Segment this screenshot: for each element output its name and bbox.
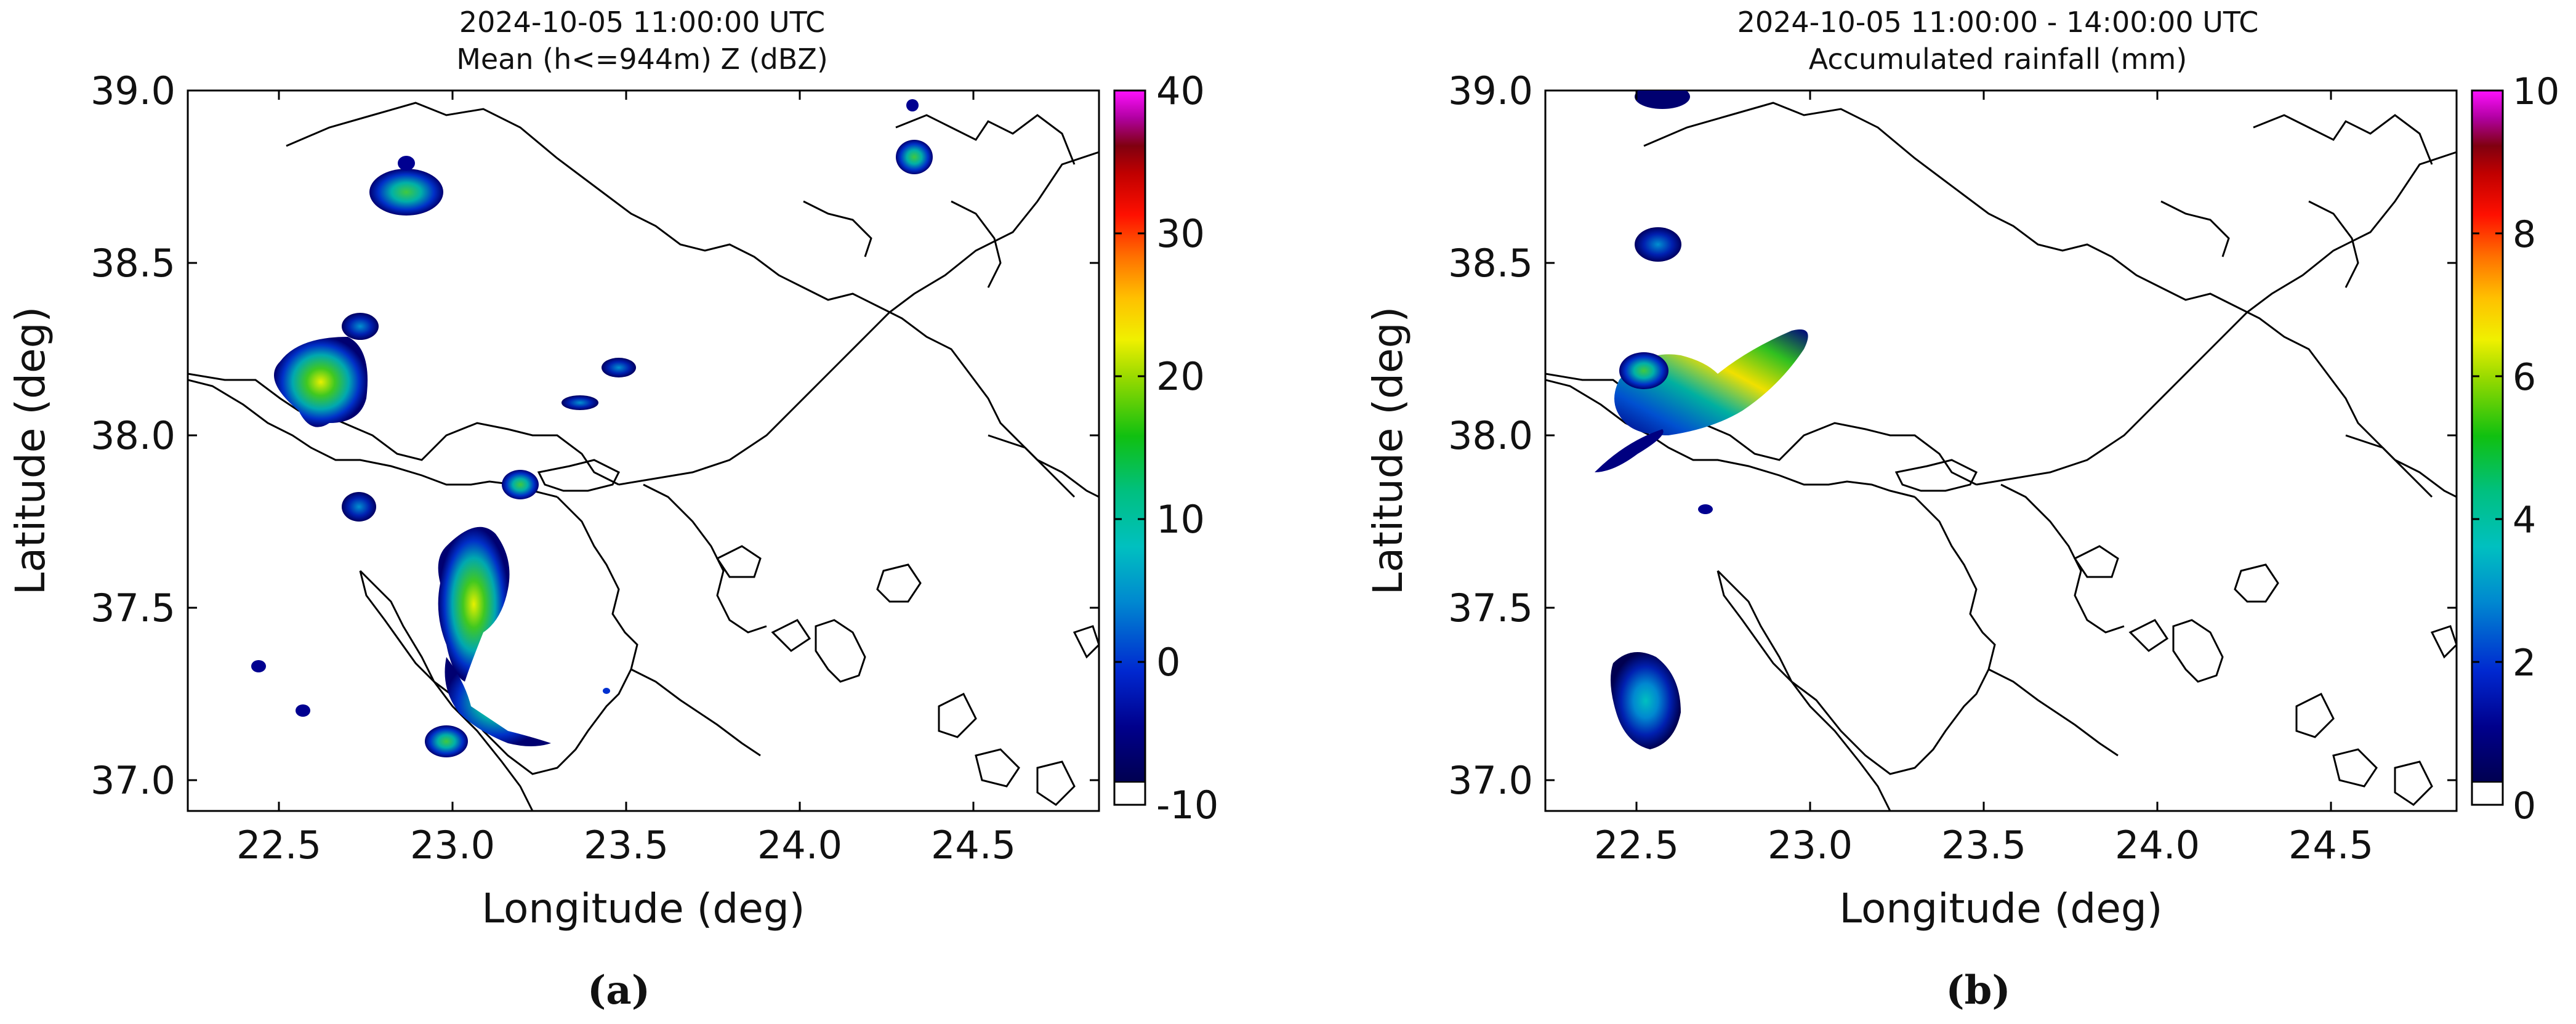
panel-a-title-line2: Mean (h<=944m) Z (dBZ) [456, 42, 828, 76]
panel-b-cbar-tick: 6 [2513, 356, 2536, 399]
panel-a-xtick: 23.0 [410, 823, 495, 868]
panel-a-cbar-tick: 40 [1156, 68, 1205, 113]
echo-cell [603, 688, 610, 694]
echo-cell [369, 169, 443, 216]
panel-a-ytick: 39.0 [91, 68, 175, 113]
panel-b-xtick: 24.5 [2288, 823, 2373, 868]
panel-a-xtick: 23.5 [584, 823, 669, 868]
echo-cell [896, 140, 933, 174]
rain-area [1635, 91, 1690, 109]
echo-cell [438, 526, 510, 682]
panel-b-map: 22.5 23.0 23.5 24.0 24.5 39.0 38.5 38.0 … [1448, 68, 2458, 868]
panel-a-title-line1: 2024-10-05 11:00:00 UTC [459, 6, 825, 39]
panel-b-xlabel: Longitude (deg) [1839, 885, 2162, 932]
panel-b-title-line2: Accumulated rainfall (mm) [1809, 42, 2188, 76]
echo-cell [296, 704, 310, 717]
panel-a-echo-cells [251, 99, 933, 757]
panel-b-ylabel: Latitude (deg) [1364, 307, 1412, 595]
panel-b-ytick: 37.5 [1448, 586, 1533, 631]
panel-a-ytick: 38.0 [91, 413, 175, 458]
panel-a-ytick: 37.5 [91, 586, 175, 631]
panel-a-cbar-tick: 20 [1156, 354, 1205, 399]
panel-b: 2024-10-05 11:00:00 - 14:00:00 UTC Accum… [1364, 6, 2559, 1014]
echo-cell [561, 395, 598, 410]
panel-b-cbar-tick: 10 [2513, 70, 2559, 113]
panel-b-xtick: 23.5 [1941, 823, 2026, 868]
panel-b-cbar-tick: 4 [2513, 499, 2536, 542]
panel-b-xtick: 23.0 [1768, 823, 1853, 868]
panel-a-ytick: 37.0 [91, 758, 175, 803]
panel-a-ticks [188, 89, 1099, 811]
panel-b-rain-areas [1595, 91, 1808, 749]
panel-b-cbar-tick: 2 [2513, 642, 2536, 685]
panel-b-xtick: 24.0 [2115, 823, 2200, 868]
rain-area [1619, 352, 1668, 389]
panel-b-ytick: 38.5 [1448, 241, 1533, 286]
panel-a-xlabel: Longitude (deg) [481, 885, 805, 932]
panel-a-cbar-tick: 30 [1156, 211, 1205, 256]
panel-b-caption: (b) [1946, 967, 2010, 1014]
echo-cell [502, 470, 539, 499]
panel-b-ticks [1545, 91, 2457, 811]
rain-area [1614, 329, 1808, 435]
echo-cell [425, 725, 468, 757]
panel-a-colorbar: 40 30 20 10 0 -10 [1113, 68, 1218, 828]
rain-area [1698, 504, 1713, 514]
panel-b-colorbar: 10 8 6 4 2 0 [2471, 70, 2559, 828]
panel-b-title-line1: 2024-10-05 11:00:00 - 14:00:00 UTC [1737, 6, 2259, 39]
echo-cell [342, 313, 379, 340]
panel-a-map: 22.5 23.0 23.5 24.0 24.5 39.0 38.5 38.0 … [91, 68, 1100, 868]
panel-a-cbar-tick: 0 [1156, 640, 1180, 685]
rain-area [1611, 652, 1681, 749]
panel-b-plot-area [1544, 89, 2458, 812]
echo-cell [342, 492, 376, 522]
echo-cell [251, 660, 266, 672]
rain-area [1635, 227, 1681, 262]
panel-a-xtick: 22.5 [236, 823, 321, 868]
panel-a-xtick: 24.5 [931, 823, 1016, 868]
panel-b-cbar-tick: 8 [2513, 213, 2536, 256]
panel-a-plot-area [187, 89, 1100, 812]
panel-b-xtick: 22.5 [1594, 823, 1679, 868]
panel-a-ytick: 38.5 [91, 241, 175, 286]
echo-cell [906, 99, 919, 111]
echo-cell [602, 358, 636, 377]
panel-a-cbar-tick: 10 [1156, 497, 1205, 542]
panel-b-ytick: 39.0 [1448, 68, 1533, 113]
echo-cell [398, 156, 415, 171]
panel-a: 2024-10-05 11:00:00 UTC Mean (h<=944m) Z… [7, 6, 1218, 1014]
panel-a-ylabel: Latitude (deg) [7, 307, 54, 595]
echo-cell [445, 657, 551, 746]
panel-a-xtick: 24.0 [757, 823, 842, 868]
panel-a-caption: (a) [587, 967, 650, 1014]
panel-b-ytick: 37.0 [1448, 758, 1533, 803]
panel-a-cbar-tick: -10 [1156, 783, 1218, 828]
panel-b-ytick: 38.0 [1448, 413, 1533, 458]
panel-b-cbar-tick: 0 [2513, 784, 2536, 828]
rain-area [1595, 429, 1664, 472]
echo-cell [274, 337, 368, 427]
